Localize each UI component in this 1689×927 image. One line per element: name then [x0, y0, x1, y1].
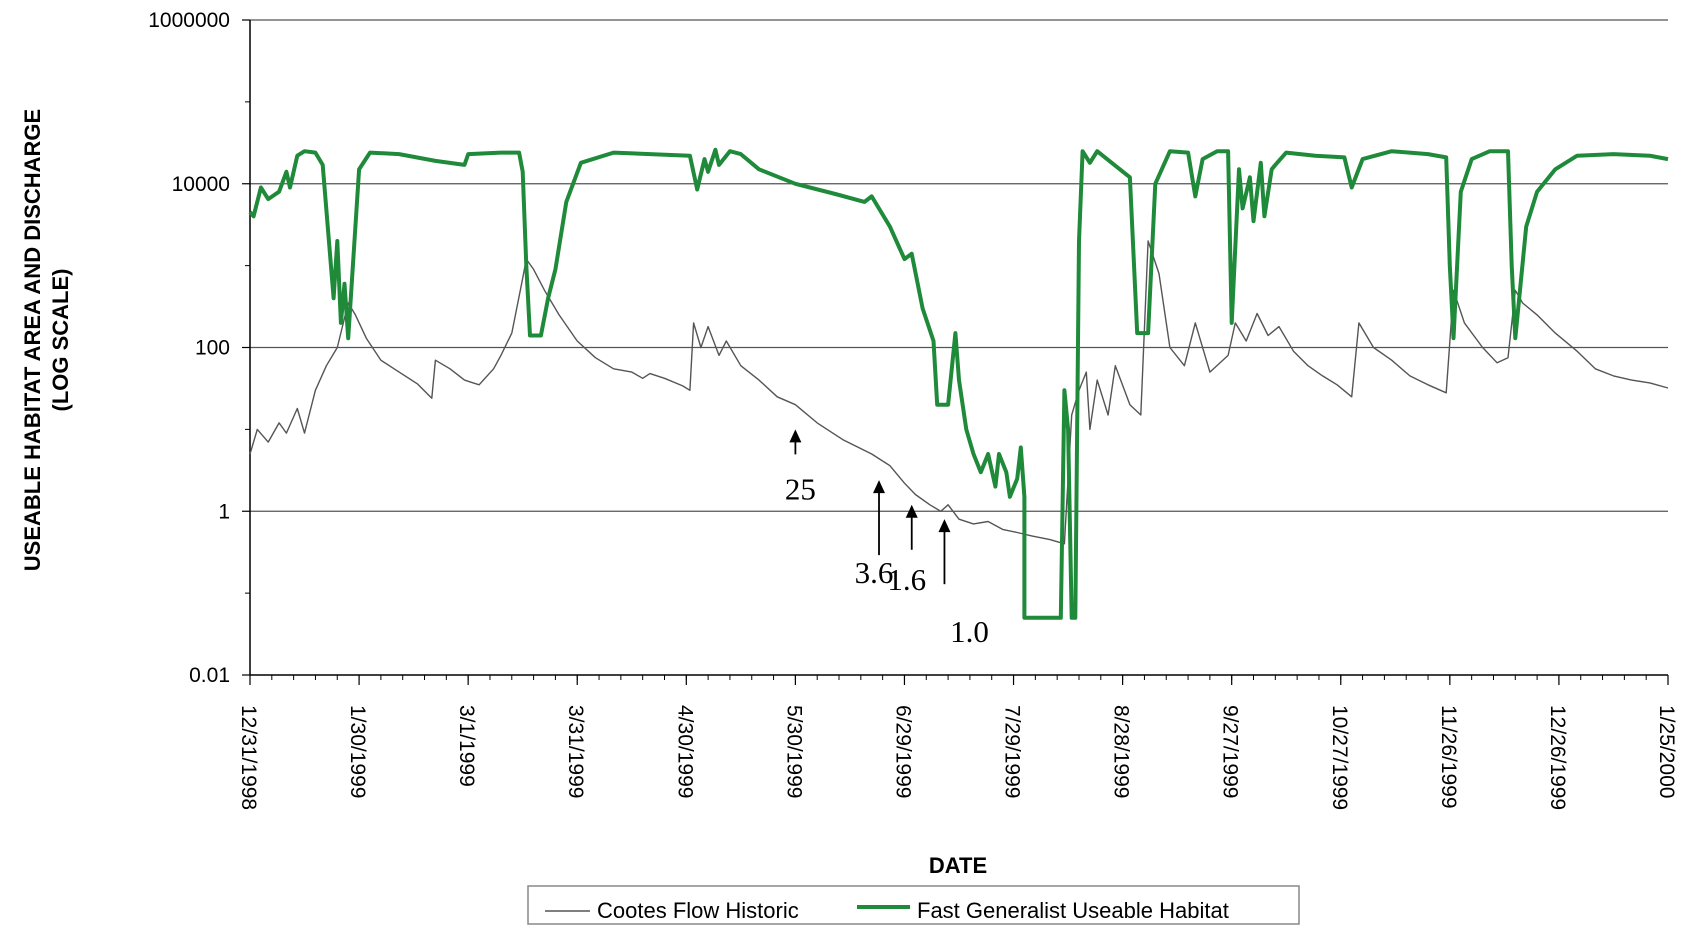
annotation-layer: 25 3.61.6 1.0	[785, 429, 989, 649]
legend-box	[527, 885, 1300, 925]
x-tick-label: 4/30/1999	[673, 705, 696, 798]
y-tick-label: 0.01	[189, 664, 230, 687]
y-tick-label: 1	[218, 500, 230, 523]
series-line-fast-generalist	[248, 147, 1669, 620]
y-axis-title: USEABLE HABITAT AREA AND DISCHARGE	[20, 109, 45, 571]
x-tick-label: 9/27/1999	[1219, 705, 1242, 798]
x-tick-layer: 12/31/1998 1/30/1999 3/1/1999 3/31/1999 4/30…	[237, 675, 1678, 810]
annotation-arrowhead	[905, 504, 918, 518]
x-tick-label: 6/29/1999	[891, 705, 914, 798]
x-tick-label: 3/31/1999	[564, 705, 587, 798]
y-tick-layer: 0.01 1 100 10000 1000000	[148, 9, 250, 687]
grid-layer	[250, 19, 1668, 512]
annotation-label: 3.6	[855, 555, 894, 590]
x-tick-label: 12/31/1998	[237, 705, 260, 810]
x-tick-label: 12/26/1999	[1546, 705, 1569, 810]
y-tick-label: 1000000	[148, 9, 230, 32]
x-tick-label: 3/1/1999	[455, 705, 478, 787]
x-tick-label: 1/30/1999	[346, 705, 369, 798]
legend-label-fast-generalist: Fast Generalist Useable Habitat	[917, 898, 1229, 923]
series-line-cootes-flow	[249, 240, 1669, 545]
x-tick-label: 7/29/1999	[1001, 705, 1024, 798]
x-tick-label: 10/27/1999	[1328, 705, 1351, 810]
x-tick-label: 5/30/1999	[782, 705, 805, 798]
series-layer	[248, 147, 1669, 620]
y-tick-label: 100	[195, 337, 230, 360]
x-tick-label: 8/28/1999	[1110, 705, 1133, 798]
annotation-label: 1.0	[950, 614, 989, 649]
x-tick-label: 11/26/1999	[1437, 705, 1460, 809]
annotation-arrowhead	[789, 429, 802, 443]
annotation-label: 25	[785, 471, 816, 506]
annotation-arrowhead	[873, 480, 886, 494]
x-axis-title: DATE	[929, 853, 987, 878]
y-axis-subtitle: (LOG SCALE)	[48, 269, 73, 412]
y-tick-label: 10000	[172, 173, 230, 196]
legend-label-cootes-flow: Cootes Flow Historic	[597, 898, 799, 923]
x-tick-label: 1/25/2000	[1655, 705, 1678, 798]
annotation-arrowhead	[938, 519, 951, 533]
annotation-label: 1.6	[887, 562, 926, 597]
legend: Cootes Flow Historic Fast Generalist Use…	[527, 885, 1300, 925]
